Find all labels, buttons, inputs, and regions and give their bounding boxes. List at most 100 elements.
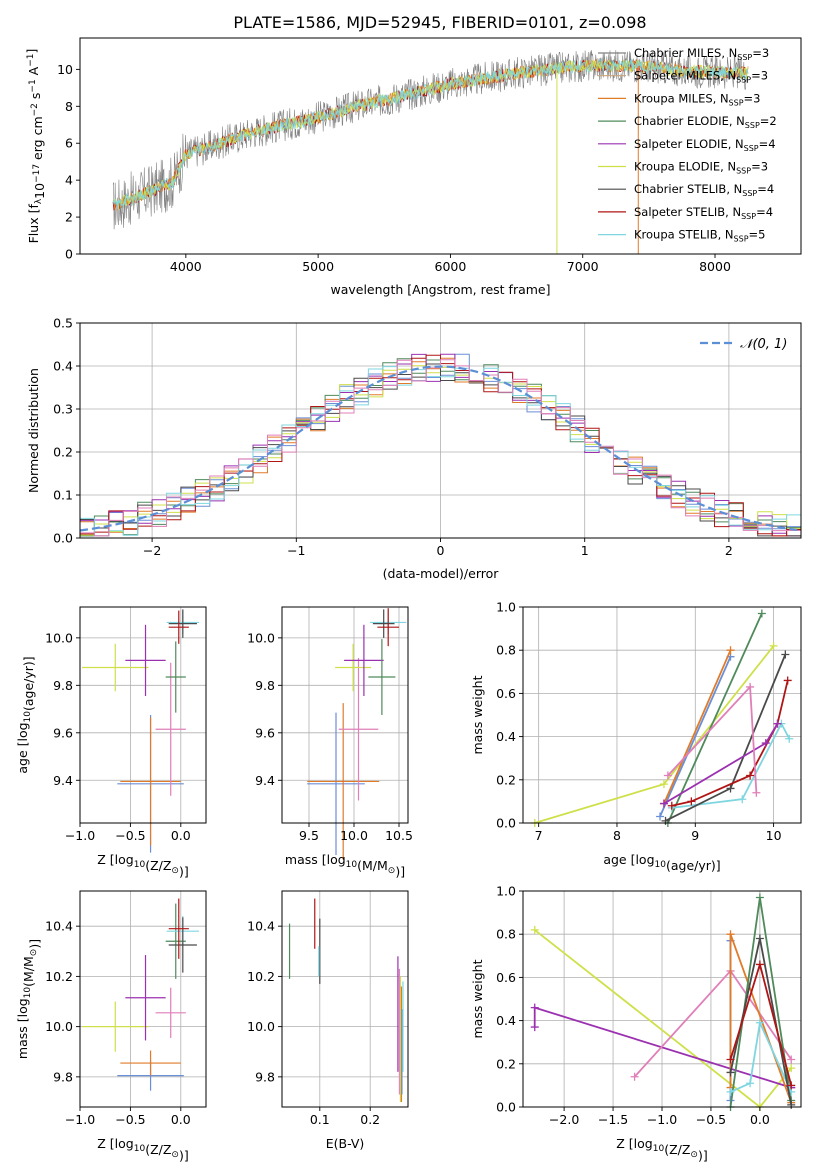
mass-weight-marker bbox=[659, 799, 668, 808]
legend-tail: =3 bbox=[744, 91, 761, 105]
y-tick-label: 0.2 bbox=[53, 445, 73, 460]
y-tick-label: 1.0 bbox=[496, 600, 516, 615]
y-axis-label-part: erg cm bbox=[30, 116, 45, 164]
mass-weight-marker bbox=[757, 609, 766, 618]
mass-weight-marker bbox=[530, 1023, 539, 1032]
legend-label: Chabrier ELODIE, N bbox=[634, 114, 745, 128]
y-axis-label-part: A bbox=[26, 66, 41, 79]
y-tick-label: 2 bbox=[65, 210, 73, 225]
x-tick-label: 2 bbox=[725, 543, 733, 558]
y-axis-label-part: ] bbox=[24, 49, 39, 54]
y-axis-label-part: −17 bbox=[32, 164, 42, 183]
legend-sub: SSP bbox=[741, 212, 756, 221]
mass-weight-marker bbox=[687, 797, 696, 806]
y-tick-label: 9.4 bbox=[53, 773, 73, 788]
x-tick-label: −0.5 bbox=[115, 828, 145, 843]
y-tick-label: 0.8 bbox=[496, 643, 516, 658]
x-axis-label: Z [log10(Z/Z⊙)] bbox=[97, 1136, 188, 1163]
x-axis-label-part: (age/yr)] bbox=[666, 858, 721, 873]
legend-tail: =4 bbox=[757, 182, 774, 196]
x-axis-label: age [log10(age/yr)] bbox=[603, 852, 720, 873]
legend-tail: =3 bbox=[752, 46, 769, 60]
y-tick-label: 0.3 bbox=[53, 402, 73, 417]
x-tick-label: −1.0 bbox=[65, 1112, 95, 1127]
x-tick-label: 0.0 bbox=[171, 828, 191, 843]
x-axis-label-part: 10 bbox=[653, 1144, 665, 1154]
mass-weight-marker bbox=[656, 812, 665, 821]
x-tick-label: −1 bbox=[287, 543, 305, 558]
legend-entry: Kroupa ELODIE, NSSP=3 bbox=[634, 160, 768, 176]
y-axis-label-part: age [log bbox=[15, 722, 30, 773]
y-tick-label: 10.0 bbox=[247, 630, 275, 645]
mass-weight-marker bbox=[659, 780, 668, 789]
mass-weight-marker bbox=[738, 795, 747, 804]
x-tick-label: 0 bbox=[437, 543, 445, 558]
legend-label: Chabrier STELIB, N bbox=[634, 182, 742, 196]
y-axis-label: mass weight bbox=[470, 675, 485, 754]
y-tick-label: 0.0 bbox=[53, 531, 73, 546]
x-axis-label-part: 10 bbox=[134, 860, 146, 870]
y-tick-label: 10.0 bbox=[45, 1019, 73, 1034]
x-axis-label-part: )] bbox=[698, 1148, 708, 1163]
legend-sub: SSP bbox=[742, 189, 757, 198]
legend-label: Chabrier MILES, N bbox=[634, 46, 737, 60]
x-tick-label: 1 bbox=[581, 543, 589, 558]
legend-sub: SSP bbox=[744, 144, 759, 153]
mass-weight-marker bbox=[787, 1064, 796, 1073]
x-tick-label: 0.2 bbox=[360, 1112, 380, 1127]
y-axis-label: Flux [fλ10−17 erg cm−2 s−1 A−1] bbox=[24, 49, 47, 244]
legend-entry: Kroupa STELIB, NSSP=5 bbox=[634, 228, 765, 244]
y-axis-label-part: −2 bbox=[30, 103, 40, 116]
x-tick-label: 7000 bbox=[567, 259, 599, 274]
y-tick-label: 0.4 bbox=[53, 359, 73, 374]
y-tick-label: 10.4 bbox=[45, 919, 73, 934]
y-axis-label-part: 10 bbox=[23, 711, 33, 723]
y-tick-label: 0.4 bbox=[496, 1013, 516, 1028]
y-tick-label: 0.1 bbox=[53, 488, 73, 503]
legend-label: Salpeter MILES, N bbox=[634, 69, 736, 83]
y-tick-label: 1.0 bbox=[496, 884, 516, 899]
y-axis-label-part: s bbox=[28, 93, 43, 104]
y-tick-label: 0.2 bbox=[496, 772, 516, 787]
legend-entry: Chabrier STELIB, NSSP=4 bbox=[634, 182, 774, 198]
y-axis-label-part: ⊙ bbox=[29, 949, 39, 957]
legend-sub: SSP bbox=[736, 167, 751, 176]
y-axis-label-part: −1 bbox=[28, 79, 38, 92]
histogram-series bbox=[80, 366, 801, 537]
x-axis-label-part: ⊙ bbox=[171, 1150, 179, 1160]
x-axis-label-part: ⊙ bbox=[690, 1150, 698, 1160]
mass-weight-marker bbox=[787, 1081, 796, 1090]
x-axis-label-part: )] bbox=[179, 1148, 189, 1163]
x-axis-label: Z [log10(Z/Z⊙)] bbox=[97, 852, 188, 879]
y-axis-label: Normed distribution bbox=[26, 368, 41, 493]
legend-label: Kroupa MILES, N bbox=[634, 91, 729, 105]
x-axis-label-part: )] bbox=[179, 864, 189, 879]
mass-vs-extinction-panel: 0.1 0.2 9.8 10.0 10.2 10.4 E(B-V) bbox=[247, 890, 409, 1151]
legend-entry: Kroupa MILES, NSSP=3 bbox=[634, 91, 760, 107]
axes-frame bbox=[79, 890, 207, 1108]
mass-vs-metallicity-panel: −1.0 −0.5 0.09.810.010.210.4Z [log10(Z/Z⊙)… bbox=[15, 890, 207, 1163]
legend-sub: SSP bbox=[737, 53, 752, 62]
x-tick-label: 7 bbox=[535, 828, 543, 843]
mass-weight-marker bbox=[769, 641, 778, 650]
y-tick-label: 9.4 bbox=[255, 773, 275, 788]
y-axis-label: mass [log10(M/M⊙)] bbox=[15, 939, 42, 1059]
mass-weight-marker bbox=[746, 771, 755, 780]
y-tick-label: 10.2 bbox=[45, 969, 73, 984]
y-axis-label-part: λ bbox=[34, 198, 44, 204]
legend-sub: SSP bbox=[729, 98, 744, 107]
mass-weight-series bbox=[671, 721, 791, 809]
x-tick-label: −1.0 bbox=[65, 828, 95, 843]
y-tick-label: 0.0 bbox=[496, 1100, 516, 1115]
spectrum-model-line bbox=[112, 58, 749, 210]
y-axis-label-part: Flux [f bbox=[26, 204, 41, 244]
legend-label: Kroupa STELIB, N bbox=[634, 228, 734, 242]
spectrum-data-line bbox=[112, 50, 749, 230]
x-axis-label-part: 10 bbox=[134, 1144, 146, 1154]
x-tick-label: −0.5 bbox=[115, 1112, 145, 1127]
x-axis-label-part: ⊙ bbox=[171, 866, 179, 876]
y-tick-label: 9.8 bbox=[255, 678, 275, 693]
y-tick-label: 9.8 bbox=[53, 1069, 73, 1084]
legend-sub: SSP bbox=[745, 121, 760, 130]
